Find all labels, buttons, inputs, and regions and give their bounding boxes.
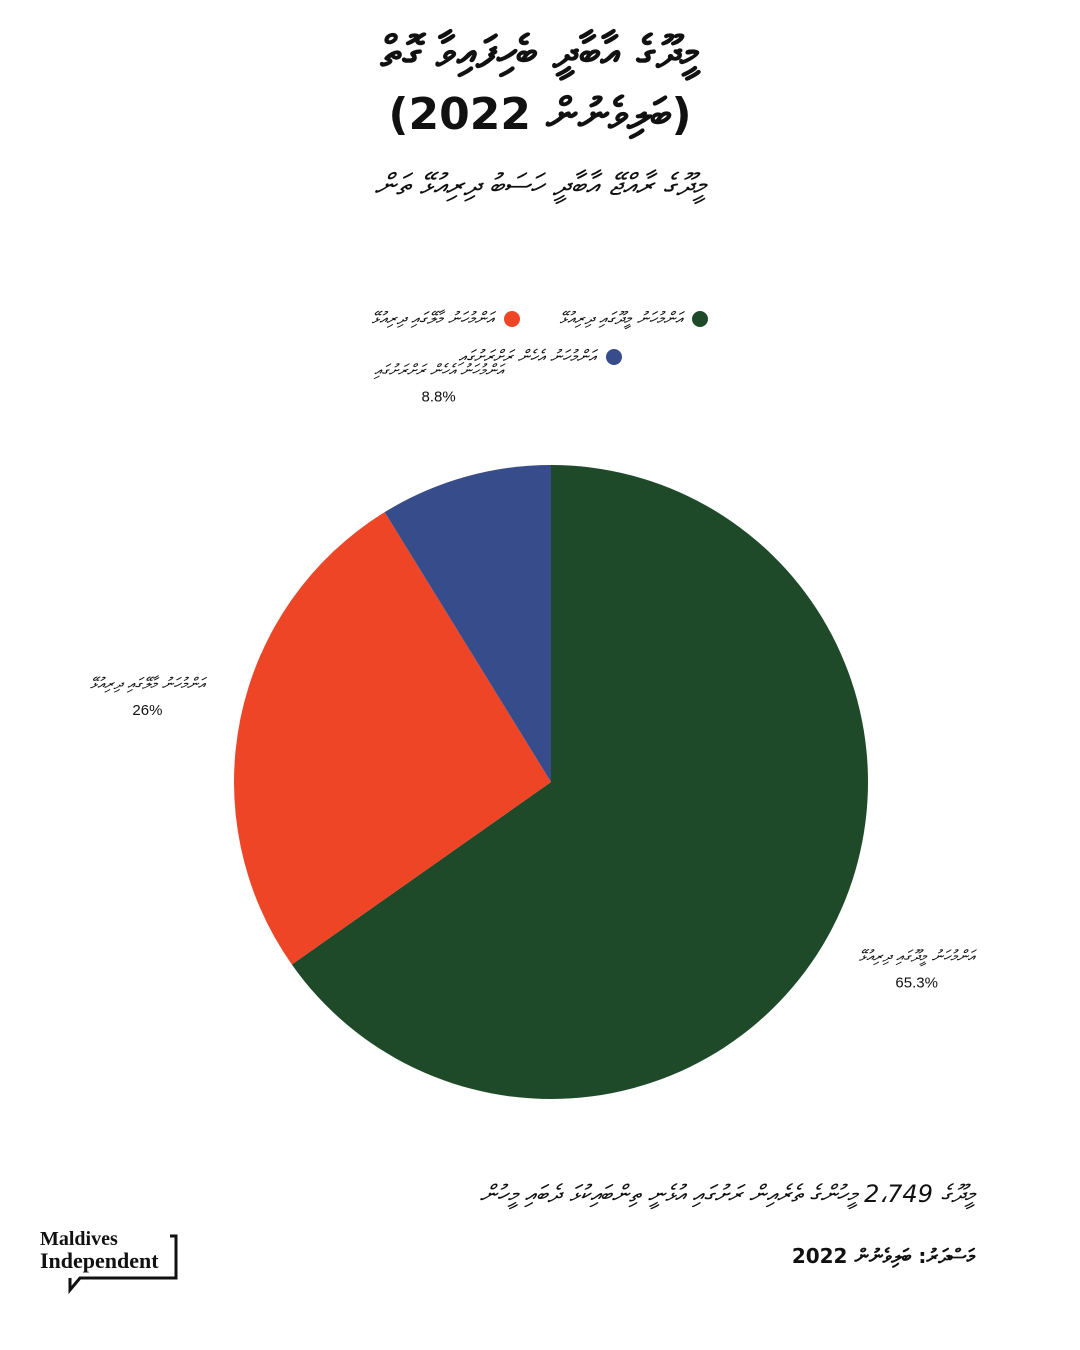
slice-name-label: އަންމުހަނު މާލޭގައި ދިރިއުޅޭ	[90, 674, 207, 693]
legend-label: އަންމުހަނު މާލޭގައި ދިރިއުޅޭ	[371, 309, 494, 329]
slice-meedhoo	[291, 465, 869, 1099]
legend-row-2: އަންމުހަނު އެހެން ރަށްރަށުގައި	[0, 338, 1080, 376]
slice-value-label: 65.3%	[895, 975, 938, 992]
legend-row-1: އަންމުހަނު މާލޭގައި ދިރިއުޅޭ އަންމުހަނު …	[0, 300, 1080, 338]
source-note: މަސްދަރު: ބަލިވެނުން 2022	[791, 1244, 975, 1268]
slice-name-label: އަންމުހަނު މީދޫގައި ދިރިއުޅޭ	[859, 947, 977, 967]
slice-other-islands	[384, 465, 551, 782]
legend-label: އަންމުހަނު މީދޫގައި ދިރިއުޅޭ	[559, 309, 683, 329]
title-line-1: މީދޫގެ އާބާދީ ބެހިފައިވާ ގޮތް	[380, 27, 700, 78]
legend-swatch	[692, 311, 709, 327]
footnote: މީދޫގެ 2،749 މީހުންގެ ތެރެއިން ރަށުގައި …	[479, 1180, 975, 1208]
speech-bubble-icon	[68, 1234, 178, 1295]
legend-item-meedhoo: އަންމުހަނު މީދޫގައި ދިރިއުޅޭ	[560, 309, 709, 329]
logo-line-2: Independent	[40, 1248, 159, 1273]
slice-male	[233, 512, 551, 965]
legend-item-malé: އަންމުހަނު މާލޭގައި ދިރިއުޅޭ	[372, 309, 520, 329]
title-line-2: (ބަލިވެނުން 2022)	[388, 89, 692, 140]
legend-item-other-islands: އަންމުހަނު އެހެން ރަށްރަށުގައި	[458, 347, 622, 367]
legend-label: އަންމުހަނު އެހެން ރަށްރަށުގައި	[458, 347, 596, 367]
slice-value-label: 8.8%	[422, 389, 456, 406]
legend: އަންމުހަނު މާލޭގައި ދިރިއުޅޭ އަންމުހަނު …	[0, 300, 1080, 376]
slice-name-label: އަންމުހަނު އެހެން ރަށްރަށުގައި	[374, 361, 506, 380]
maldives-independent-logo: Maldives Independent	[40, 1228, 190, 1298]
chart-subtitle: މީދޫގެ ރާއްޖޭ އާބާދީ ހަސަބު ދިރިއުޅޭ ތަނ…	[374, 168, 706, 203]
slice-value-label: 26%	[132, 702, 162, 719]
legend-swatch	[503, 311, 520, 327]
logo-line-1: Maldives	[40, 1228, 118, 1250]
chart-title: މީދޫގެ އާބާދީ ބެހިފައިވާ ގޮތް (ބަލިވެނުނ…	[0, 22, 1080, 146]
legend-swatch	[605, 349, 622, 365]
